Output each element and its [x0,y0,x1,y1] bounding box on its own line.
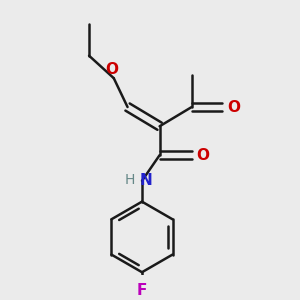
Text: H: H [124,173,135,187]
Text: O: O [196,148,209,163]
Text: F: F [137,284,147,298]
Text: N: N [140,173,152,188]
Text: O: O [106,61,118,76]
Text: O: O [227,100,240,115]
